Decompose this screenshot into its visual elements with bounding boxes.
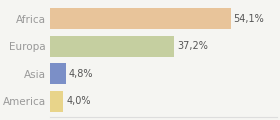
- Bar: [50, 8, 231, 29]
- Text: 37,2%: 37,2%: [177, 41, 208, 51]
- Bar: [50, 91, 64, 112]
- Text: 4,8%: 4,8%: [69, 69, 93, 79]
- Bar: [50, 63, 66, 84]
- Text: 4,0%: 4,0%: [66, 96, 91, 106]
- Text: 54,1%: 54,1%: [234, 14, 264, 24]
- Bar: [50, 36, 174, 57]
